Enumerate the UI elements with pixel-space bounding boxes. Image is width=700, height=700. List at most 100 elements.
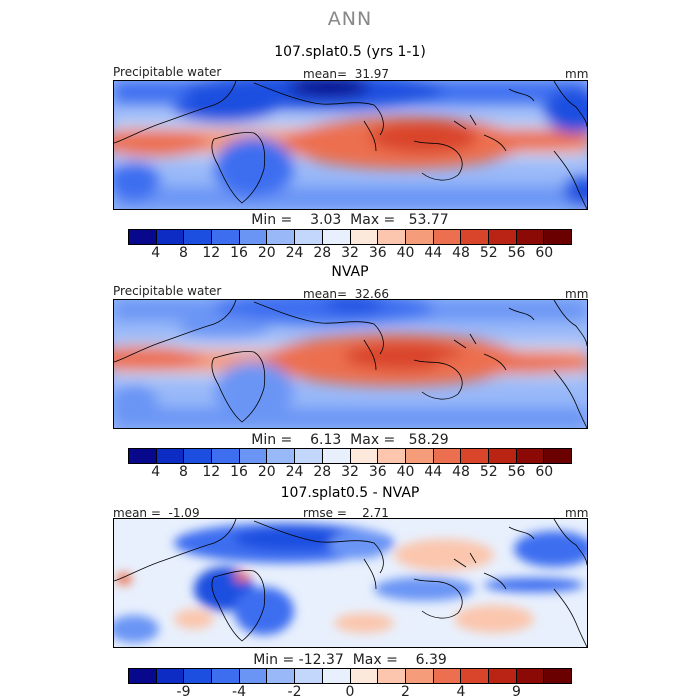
colorbar-tick-label: 60 [535, 464, 554, 480]
colorbar-tick-label: 12 [202, 464, 221, 480]
colorbar-tick-label: 48 [452, 245, 470, 261]
panel-1-units-label: mm [565, 67, 589, 81]
colorbar-swatch [405, 230, 434, 244]
colorbar-tick-label: 56 [507, 245, 526, 261]
panel-1-map [113, 80, 588, 210]
colorbar-tick-label: 28 [313, 245, 332, 261]
panel-1-mean-label: mean= 31.97 [303, 67, 390, 81]
panel-1-min-max: Min = 3.03 Max = 53.77 [251, 212, 449, 228]
colorbar-swatch [322, 449, 351, 463]
colorbar-tick-label: 16 [230, 245, 248, 261]
colorbar-swatch [405, 449, 434, 463]
colorbar-swatch [267, 449, 296, 463]
colorbar-swatch [433, 449, 462, 463]
colorbar-swatch [461, 449, 489, 463]
colorbar-swatch [129, 230, 157, 244]
colorbar-swatch [295, 230, 323, 244]
colorbar-tick-label: 16 [230, 464, 248, 480]
panel-1-colorbar-ticks: 4 8 12 16 20 24 28 32 36 40 44 48 52 56 … [128, 245, 572, 263]
colorbar-swatch [129, 449, 157, 463]
panel-3-title: 107.splat0.5 - NVAP [280, 485, 420, 501]
panel-1-title: 107.splat0.5 (yrs 1-1) [274, 44, 426, 60]
colorbar-swatch [433, 669, 462, 683]
colorbar-tick-label: 2 [401, 684, 410, 700]
colorbar-tick-label: 44 [424, 245, 443, 261]
colorbar-swatch [156, 449, 185, 463]
panel-2-colorbar [128, 448, 572, 464]
colorbar-swatch [322, 669, 351, 683]
colorbar-swatch [378, 449, 406, 463]
colorbar-swatch [212, 449, 240, 463]
colorbar-tick-label: 44 [424, 464, 443, 480]
colorbar-tick-label: 8 [179, 464, 188, 480]
colorbar-swatch [516, 230, 545, 244]
colorbar-swatch [461, 230, 489, 244]
colorbar-swatch [544, 230, 571, 244]
panel-3-mean-label: mean = -1.09 [113, 506, 200, 520]
colorbar-tick-label: 32 [341, 464, 359, 480]
colorbar-swatch [322, 230, 351, 244]
colorbar-tick-label: 32 [341, 245, 359, 261]
colorbar-swatch [488, 669, 517, 683]
colorbar-swatch [239, 230, 268, 244]
colorbar-swatch [267, 669, 296, 683]
colorbar-tick-label: 4 [151, 245, 161, 261]
colorbar-tick-label: -4 [232, 684, 246, 700]
colorbar-tick-label: 20 [257, 245, 276, 261]
colorbar-swatch [544, 449, 571, 463]
colorbar-swatch [295, 449, 323, 463]
colorbar-swatch [267, 230, 296, 244]
colorbar-swatch [378, 230, 406, 244]
figure-title: ANN [327, 8, 373, 30]
colorbar-tick-label: 0 [345, 684, 355, 700]
panel-2-mean-label: mean= 32.66 [303, 287, 390, 301]
colorbar-tick-label: 56 [507, 464, 526, 480]
panel-3-contour-field [114, 519, 587, 647]
colorbar-tick-label: 28 [313, 464, 332, 480]
colorbar-swatch [516, 449, 545, 463]
panel-3-min-max: Min = -12.37 Max = 6.39 [253, 652, 447, 668]
panel-3-colorbar [128, 668, 572, 684]
colorbar-tick-label: 4 [456, 684, 466, 700]
colorbar-swatch [461, 669, 489, 683]
panel-3-rmse-label: rmse = 2.71 [303, 506, 389, 520]
panel-2-map [113, 299, 588, 429]
colorbar-swatch [184, 669, 213, 683]
colorbar-swatch [184, 230, 213, 244]
colorbar-tick-label: 52 [479, 464, 498, 480]
panel-2-colorbar-ticks: 4 8 12 16 20 24 28 32 36 40 44 48 52 56 … [128, 464, 572, 482]
colorbar-swatch [405, 669, 434, 683]
panel-2-contour-field [114, 300, 587, 428]
colorbar-swatch [350, 230, 379, 244]
colorbar-tick-label: 12 [202, 245, 221, 261]
colorbar-swatch [212, 669, 240, 683]
colorbar-swatch [212, 230, 240, 244]
colorbar-tick-label: 36 [368, 245, 387, 261]
panel-2-min-max: Min = 6.13 Max = 58.29 [251, 432, 449, 448]
colorbar-tick-label: 9 [512, 684, 521, 700]
colorbar-swatch [156, 669, 185, 683]
panel-2-units-label: mm [565, 287, 589, 301]
colorbar-swatch [378, 669, 406, 683]
panel-3-map [113, 518, 588, 648]
colorbar-swatch [488, 230, 517, 244]
colorbar-tick-label: 24 [285, 245, 304, 261]
panel-2-title: NVAP [331, 264, 369, 280]
panel-1-contour-field [114, 81, 587, 209]
panel-3-units-label: mm [565, 506, 589, 520]
colorbar-tick-label: 20 [257, 464, 276, 480]
panel-3-colorbar-ticks: -9 -4 -2 0 2 4 9 [128, 684, 572, 700]
panel-2-variable-label: Precipitable water [113, 284, 222, 298]
panel-1-colorbar [128, 229, 572, 245]
colorbar-swatch [184, 449, 213, 463]
colorbar-tick-label: 24 [285, 464, 304, 480]
colorbar-swatch [129, 669, 157, 683]
colorbar-tick-label: 60 [535, 245, 554, 261]
colorbar-swatch [295, 669, 323, 683]
colorbar-tick-label: 52 [479, 245, 498, 261]
colorbar-tick-label: 8 [179, 245, 188, 261]
colorbar-tick-label: 40 [396, 245, 415, 261]
colorbar-swatch [239, 669, 268, 683]
colorbar-swatch [350, 449, 379, 463]
colorbar-swatch [544, 669, 571, 683]
